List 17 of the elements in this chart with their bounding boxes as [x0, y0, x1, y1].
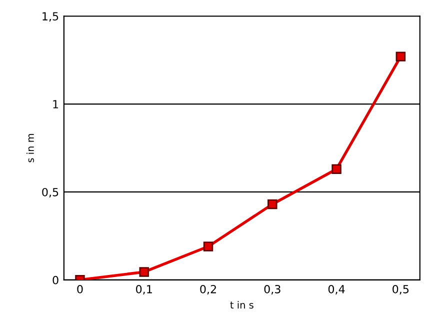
y-tick-label: 1,5: [42, 12, 58, 22]
x-tick-label: 0: [77, 284, 83, 294]
y-tick-label: 1: [53, 100, 58, 108]
x-tick-label: 0,1: [136, 284, 152, 294]
x-tick-label: 0,4: [328, 284, 345, 294]
y-tick-label: 0,5: [42, 188, 58, 198]
point: [203, 242, 214, 252]
point: [139, 267, 149, 277]
x-axis-title: t in s: [230, 301, 254, 309]
x-tick-label: 0,2: [200, 284, 216, 294]
y-axis-title: s in m: [26, 134, 34, 162]
x-tick-label: 0,3: [264, 284, 280, 294]
point: [332, 164, 342, 174]
point: [396, 52, 406, 62]
x-tick-label: 0,5: [392, 284, 409, 294]
y-tick-label: 0: [52, 276, 58, 284]
point: [268, 199, 278, 210]
